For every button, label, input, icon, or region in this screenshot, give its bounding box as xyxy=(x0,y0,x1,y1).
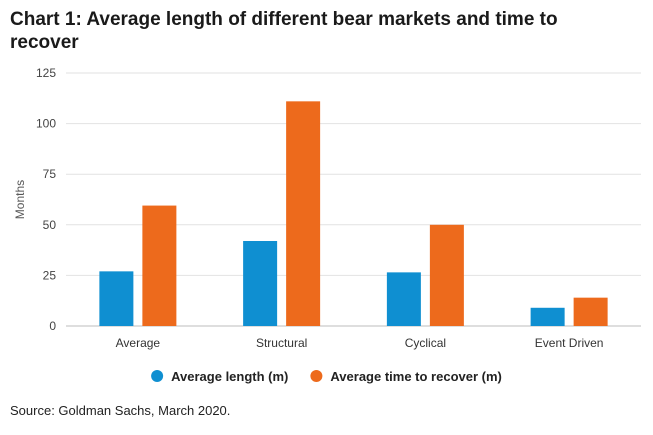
bar-average-series-2 xyxy=(142,205,177,326)
x-tick-label: Structural xyxy=(256,336,307,350)
chart-title: Chart 1: Average length of different bea… xyxy=(10,9,558,53)
x-tick-label: Event Driven xyxy=(535,336,604,350)
legend-item-1: Average length (m) xyxy=(151,369,288,384)
bar-structural-series-2 xyxy=(286,101,321,326)
y-tick-label: 125 xyxy=(36,66,56,80)
legend-marker xyxy=(151,370,164,382)
y-tick-label: 100 xyxy=(36,117,56,131)
x-tick-label: Cyclical xyxy=(405,336,446,350)
bars xyxy=(99,101,608,326)
y-tick-label: 0 xyxy=(49,319,56,333)
bar-average-series-1 xyxy=(99,271,134,326)
legend-item-2: Average time to recover (m) xyxy=(310,369,502,384)
x-tick-label: Average xyxy=(116,336,161,350)
y-tick-labels: 0 25 50 75 100 125 xyxy=(36,66,56,333)
bar-cyclical-series-1 xyxy=(386,272,421,326)
legend-label: Average time to recover (m) xyxy=(330,369,501,384)
bar-event-driven-series-2 xyxy=(573,297,608,326)
legend-marker xyxy=(310,370,323,382)
bar-cyclical-series-2 xyxy=(429,224,464,326)
y-tick-label: 25 xyxy=(43,268,57,282)
bar-structural-series-1 xyxy=(243,240,278,326)
legend: Average length (m) Average time to recove… xyxy=(151,369,502,384)
y-tick-label: 75 xyxy=(43,167,57,181)
y-axis-label: Months xyxy=(13,180,27,219)
legend-label: Average length (m) xyxy=(171,369,288,384)
bar-event-driven-series-1 xyxy=(530,307,565,326)
x-tick-labels: Average Structural Cyclical Event Driven xyxy=(116,336,604,350)
y-tick-label: 50 xyxy=(43,218,57,232)
source-note: Source: Goldman Sachs, March 2020. xyxy=(10,403,231,418)
